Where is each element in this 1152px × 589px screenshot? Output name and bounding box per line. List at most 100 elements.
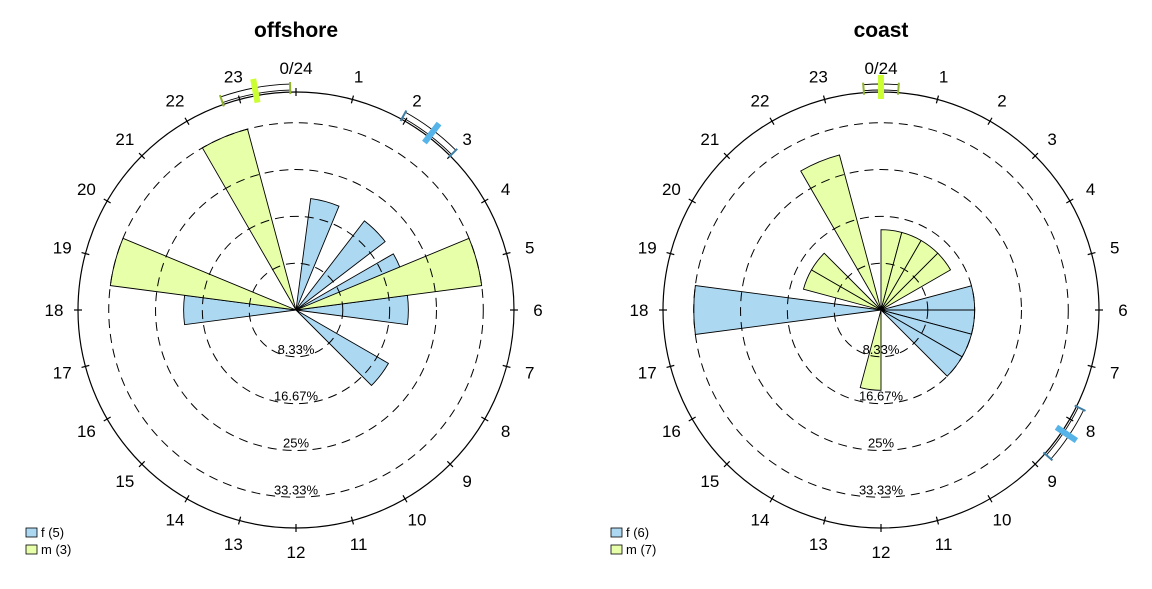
hour-label: 0/24 [279,59,312,78]
ring-label: 33.33% [274,482,319,497]
grid-ring [833,262,929,358]
hour-tick [138,152,146,160]
hour-tick [1031,460,1039,468]
grid-ring [248,262,344,358]
hour-label: 17 [53,364,72,383]
hour-label: 8 [501,422,510,441]
mean-mark-f [1054,424,1079,444]
hour-label: 8 [1086,422,1095,441]
hour-tick [935,516,940,525]
hour-label: 4 [501,180,510,199]
hour-tick [481,198,489,204]
bar-m-7 [800,154,882,311]
legend-label: m (7) [626,542,656,557]
ring-label: 25% [868,436,894,451]
hour-label: 15 [700,472,719,491]
hour-label: 11 [935,535,953,554]
hour-tick [184,117,190,125]
mean-mark-f [422,121,442,145]
hour-tick [402,117,408,125]
hour-label: 16 [77,422,96,441]
bar-m-6 [810,252,882,311]
legend-label: m (3) [41,542,71,557]
legend-label: f (5) [41,525,64,540]
grid-ring [693,122,1069,498]
mean-ci-tick [1074,404,1086,412]
hour-label: 6 [1118,301,1127,320]
grid-ring [201,215,391,405]
hour-tick [1087,364,1096,369]
hour-label: 5 [1110,238,1119,257]
hour-label: 3 [1047,130,1056,149]
hour-label: 1 [939,67,948,86]
legend-swatch-m [25,544,38,555]
mean-ci-tick [896,82,900,95]
hour-tick [666,251,675,256]
hour-tick [502,251,511,256]
hour-label: 2 [412,91,421,110]
bar-f-4 [295,309,390,387]
hour-tick [350,95,355,104]
hour-tick [502,364,511,369]
hour-label: 16 [662,422,681,441]
hour-tick [350,516,355,525]
hour-label: 6 [533,301,542,320]
mean-ci-tick [1042,451,1054,462]
hour-tick [103,416,111,422]
hour-tick [481,416,489,422]
mean-mark-m [250,78,261,104]
hour-tick [987,117,993,125]
hour-label: 15 [115,472,134,491]
hour-tick [237,516,242,525]
hour-tick [237,95,242,104]
hour-label: 13 [809,535,828,554]
hour-tick [987,495,993,503]
hour-label: 0/24 [864,59,897,78]
ring-label: 16.67% [859,389,904,404]
hour-tick [723,152,731,160]
ring-label: 8.33% [278,342,315,357]
hour-label: 21 [115,130,134,149]
ring-label: 25% [283,436,309,451]
hour-label: 10 [993,511,1012,530]
ring-label: 16.67% [274,389,319,404]
hour-label: 20 [77,180,96,199]
hour-label: 20 [662,180,681,199]
chart-title: offshore [254,19,338,42]
hour-tick [446,460,454,468]
grid-ring [786,215,976,405]
hour-tick [666,364,675,369]
hour-tick [769,117,775,125]
hour-label: 23 [224,67,243,86]
hour-label: 2 [997,91,1006,110]
hour-tick [1066,416,1074,422]
hour-tick [688,416,696,422]
legend-swatch-m [610,544,623,555]
bar-m-3 [880,252,952,311]
hour-tick [184,495,190,503]
hour-label: 14 [751,511,770,530]
hour-tick [81,364,90,369]
hour-label: 9 [462,472,471,491]
chart-title: coast [854,19,909,42]
hour-tick [81,251,90,256]
hour-label: 13 [224,535,243,554]
hour-label: 14 [166,511,185,530]
hour-label: 10 [408,511,427,530]
hour-tick [138,460,146,468]
hour-label: 19 [53,238,72,257]
ring-label: 33.33% [859,482,904,497]
hour-label: 18 [45,301,64,320]
bar-f-0 [295,198,340,311]
hour-tick [688,198,696,204]
grid-ring [155,169,437,451]
mean-ci-tick [862,82,866,95]
hour-tick [723,460,731,468]
hour-label: 18 [630,301,649,320]
bar-f-1 [295,220,386,311]
hour-label: 11 [350,535,368,554]
legend-label: f (6) [626,525,649,540]
hour-label: 19 [638,238,657,257]
